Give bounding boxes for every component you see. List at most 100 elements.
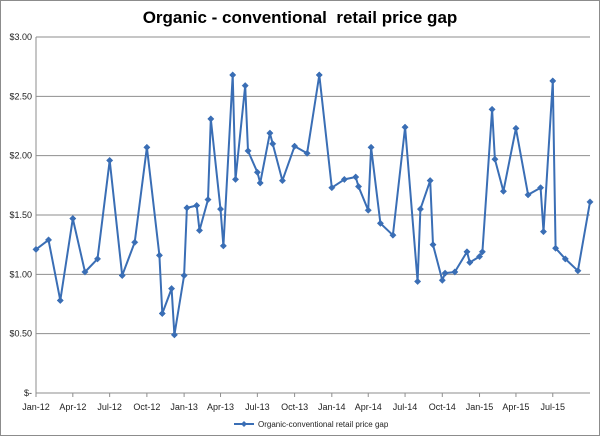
- data-point: [491, 155, 499, 163]
- data-point: [524, 191, 532, 199]
- data-point: [204, 196, 212, 204]
- data-point: [389, 231, 397, 239]
- data-point: [539, 228, 548, 236]
- legend: Organic-conventional retail price gap: [234, 420, 389, 429]
- data-point: [219, 242, 227, 250]
- legend-marker-swatch: [241, 421, 247, 427]
- x-tick-label: Oct-14: [429, 402, 456, 412]
- data-point: [429, 241, 437, 249]
- data-point: [216, 205, 225, 213]
- x-tick-label: Jul-12: [97, 402, 122, 412]
- data-point: [180, 271, 188, 280]
- data-point: [158, 309, 166, 318]
- x-tick-label: Jan-12: [22, 402, 50, 412]
- x-tick-label: Apr-15: [502, 402, 529, 412]
- data-point: [183, 204, 191, 212]
- data-point: [401, 123, 409, 131]
- data-point: [475, 252, 484, 261]
- x-tick-label: Apr-14: [355, 402, 382, 412]
- data-point: [499, 187, 507, 195]
- data-point: [364, 206, 372, 214]
- x-tick-label: Jul-14: [393, 402, 418, 412]
- data-point: [463, 248, 471, 256]
- legend-label: Organic-conventional retail price gap: [258, 420, 389, 429]
- data-point: [441, 269, 449, 277]
- data-point: [229, 71, 237, 79]
- data-point: [81, 268, 89, 276]
- data-point: [168, 285, 176, 293]
- data-point: [426, 177, 434, 185]
- data-point: [93, 255, 102, 263]
- y-tick-label: $1.00: [9, 269, 32, 279]
- data-point: [354, 182, 363, 191]
- x-tick-label: Apr-13: [207, 402, 234, 412]
- data-point: [269, 140, 277, 148]
- data-point: [193, 201, 201, 210]
- data-point: [416, 205, 424, 213]
- y-tick-label: $2.00: [9, 151, 32, 161]
- x-tick-label: Jul-13: [245, 402, 270, 412]
- data-point: [231, 175, 240, 183]
- y-tick-label: $2.50: [9, 91, 32, 101]
- data-point: [438, 276, 446, 284]
- data-point: [367, 143, 375, 151]
- x-axis-tick-labels: Jan-12 Apr-12 Jul-12 Oct-12 Jan-13 Apr-13 Jul-…: [22, 402, 565, 412]
- data-point: [340, 175, 348, 183]
- data-point: [241, 82, 249, 90]
- data-point: [586, 198, 594, 206]
- data-point: [106, 156, 114, 164]
- data-point: [352, 173, 360, 181]
- data-point: [537, 184, 545, 192]
- data-point: [256, 179, 264, 187]
- data-point: [376, 219, 384, 227]
- data-point: [315, 71, 323, 79]
- data-point: [328, 184, 336, 192]
- x-tick-label: Apr-12: [59, 402, 86, 412]
- data-point: [414, 277, 422, 286]
- data-point: [69, 215, 77, 223]
- data-point: [195, 226, 204, 234]
- x-tick-label: Oct-12: [133, 402, 160, 412]
- x-tick-label: Jan-13: [170, 402, 198, 412]
- data-point: [478, 248, 486, 256]
- data-point: [552, 244, 560, 252]
- data-point: [244, 147, 252, 155]
- x-tick-label: Oct-13: [281, 402, 308, 412]
- data-point: [291, 142, 299, 150]
- data-point: [131, 238, 139, 246]
- data-point: [303, 149, 311, 157]
- x-tick-label: Jan-15: [466, 402, 494, 412]
- y-tick-label: $0.50: [9, 329, 32, 339]
- data-point: [32, 245, 40, 253]
- data-point: [118, 271, 126, 280]
- series-line: [35, 74, 591, 336]
- gridlines: [36, 36, 590, 335]
- data-point: [512, 124, 520, 132]
- data-point: [207, 115, 215, 123]
- axes: [35, 37, 590, 397]
- y-tick-label: $-: [24, 388, 32, 398]
- data-point: [56, 296, 64, 304]
- data-point: [170, 331, 178, 339]
- data-point: [155, 251, 163, 259]
- data-point: [253, 168, 261, 176]
- x-tick-label: Jan-14: [318, 402, 346, 412]
- data-point: [278, 177, 287, 185]
- data-point: [561, 255, 569, 263]
- data-point: [451, 268, 459, 276]
- data-point: [488, 105, 496, 113]
- x-tick-label: Jul-15: [541, 402, 566, 412]
- series-layer: [32, 71, 594, 339]
- data-point: [143, 143, 151, 151]
- data-point: [549, 77, 557, 85]
- chart-title: Organic - conventional retail price gap: [142, 8, 458, 27]
- data-point: [574, 267, 582, 275]
- data-point: [266, 129, 274, 137]
- y-tick-label: $3.00: [9, 32, 32, 42]
- data-point: [44, 236, 53, 244]
- y-axis-tick-labels: $- $0.50 $1.00 $1.50 $2.00 $2.50 $3.00: [9, 32, 32, 398]
- y-tick-label: $1.50: [9, 210, 32, 220]
- data-point: [466, 258, 474, 267]
